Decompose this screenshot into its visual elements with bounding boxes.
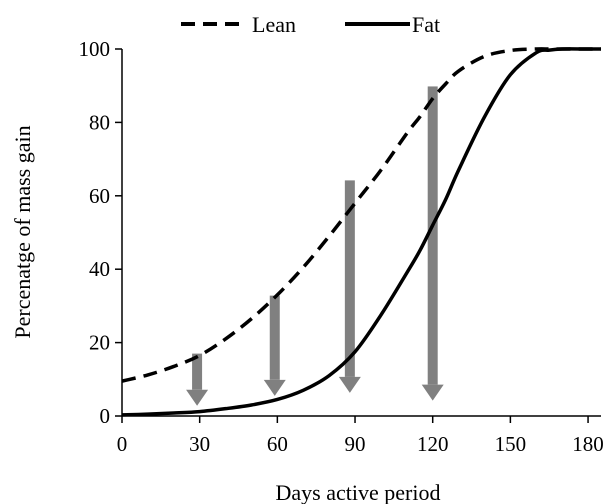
arrow-shaft (269, 295, 280, 380)
arrow-annotation (263, 295, 286, 396)
tick-labels: 0 30 60 90 120 150 180 0 20 40 60 80 100 (79, 37, 604, 456)
arrow-head (263, 379, 286, 396)
y-tick-label: 80 (89, 110, 110, 134)
legend: Lean Fat (181, 12, 440, 37)
arrow-annotation (338, 180, 361, 393)
x-tick-label: 30 (189, 432, 210, 456)
legend-label-lean: Lean (252, 12, 296, 37)
x-tick-label: 120 (417, 432, 449, 456)
legend-label-fat: Fat (412, 12, 440, 37)
arrow-head (421, 384, 444, 401)
arrow-shaft (192, 353, 203, 390)
y-tick-label: 0 (100, 404, 111, 428)
series-line-fat (121, 47, 601, 417)
arrow-annotation (421, 86, 444, 401)
y-axis-title: Percenatge of mass gain (10, 125, 35, 338)
x-axis-title: Days active period (276, 480, 441, 504)
x-tick-label: 150 (495, 432, 527, 456)
arrow-shaft (344, 180, 355, 377)
y-tick-label: 60 (89, 184, 110, 208)
x-tick-label: 180 (572, 432, 604, 456)
series-lines (121, 47, 601, 417)
y-tick-label: 100 (79, 37, 111, 61)
arrows-layer (186, 86, 444, 406)
arrow-annotation (186, 353, 209, 406)
arrow-shaft (427, 86, 438, 385)
axes (115, 48, 601, 423)
y-tick-label: 40 (89, 257, 110, 281)
y-tick-label: 20 (89, 331, 110, 355)
x-tick-label: 60 (267, 432, 288, 456)
x-tick-label: 90 (345, 432, 366, 456)
x-tick-label: 0 (117, 432, 128, 456)
arrow-head (186, 389, 209, 406)
arrow-head (338, 376, 361, 393)
series-line-lean (121, 47, 601, 383)
